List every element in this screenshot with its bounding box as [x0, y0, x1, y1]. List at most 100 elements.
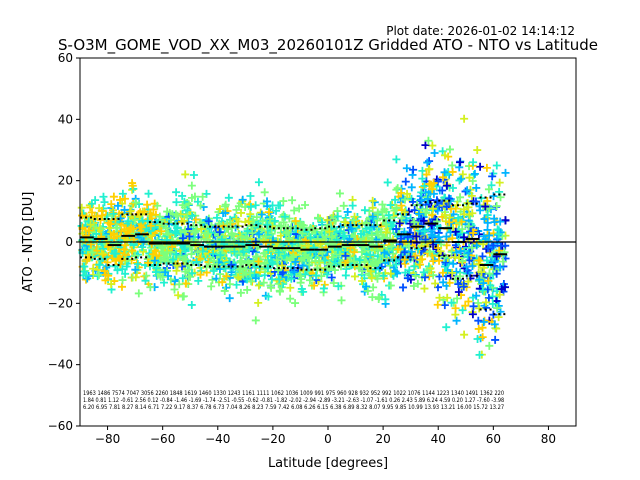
scatter-point	[126, 225, 135, 234]
scatter-point	[464, 249, 473, 258]
scatter-point	[472, 241, 481, 250]
scatter-point	[319, 284, 328, 293]
scatter-point	[347, 224, 356, 233]
scatter-point	[403, 189, 412, 198]
scatter-point	[442, 232, 451, 241]
scatter-point	[418, 174, 427, 183]
scatter-point	[104, 218, 113, 227]
scatter-point	[173, 211, 182, 220]
scatter-point	[451, 253, 460, 262]
scatter-point	[144, 258, 153, 267]
scatter-point	[478, 252, 487, 261]
scatter-point	[485, 341, 494, 350]
scatter-point	[323, 270, 332, 279]
scatter-point	[261, 232, 270, 241]
scatter-point	[448, 234, 457, 243]
scatter-point	[190, 192, 199, 201]
scatter-point	[275, 275, 284, 284]
scatter-point	[237, 232, 246, 241]
scatter-point	[357, 229, 366, 238]
scatter-point	[325, 227, 334, 236]
scatter-point	[492, 269, 501, 278]
scatter-point	[139, 247, 148, 256]
scatter-point	[232, 214, 241, 223]
scatter-point	[99, 192, 108, 201]
scatter-point	[459, 233, 468, 242]
scatter-point	[371, 258, 380, 267]
scatter-point	[355, 256, 364, 265]
scatter-point	[84, 226, 93, 235]
scatter-point	[488, 243, 497, 252]
scatter-point	[94, 270, 103, 279]
scatter-point	[382, 228, 391, 237]
scatter-point	[304, 241, 313, 250]
scatter-point	[259, 278, 268, 287]
scatter-point	[264, 292, 273, 301]
scatter-point	[418, 255, 427, 264]
scatter-point	[369, 283, 378, 292]
scatter-point	[337, 296, 346, 305]
scatter-point	[267, 251, 276, 260]
scatter-point	[279, 197, 288, 206]
scatter-point	[187, 181, 196, 190]
scatter-point	[461, 301, 470, 310]
scatter-point	[224, 193, 233, 202]
scatter-point	[465, 210, 474, 219]
scatter-point	[258, 217, 267, 226]
scatter-point	[464, 297, 473, 306]
scatter-point	[440, 211, 449, 220]
scatter-point	[440, 301, 449, 310]
scatter-point	[103, 258, 112, 267]
scatter-point	[198, 192, 207, 201]
scatter-point	[470, 169, 479, 178]
scatter-point	[251, 201, 260, 210]
scatter-point	[272, 256, 281, 265]
scatter-point	[397, 214, 406, 223]
scatter-point	[290, 206, 299, 215]
scatter-point	[263, 220, 272, 229]
scatter-point	[100, 198, 109, 207]
scatter-point	[110, 234, 119, 243]
scatter-point	[170, 221, 179, 230]
scatter-point	[350, 248, 359, 257]
scatter-point	[475, 275, 484, 284]
scatter-point	[411, 251, 420, 260]
scatter-point	[197, 224, 206, 233]
scatter-point	[459, 282, 468, 291]
scatter-point	[435, 293, 444, 302]
scatter-point	[143, 236, 152, 245]
scatter-point	[149, 205, 158, 214]
scatter-point	[363, 262, 372, 271]
scatter-point	[462, 262, 471, 271]
scatter-point	[123, 236, 132, 245]
scatter-point	[489, 270, 498, 279]
scatter-point	[251, 262, 260, 271]
scatter-point	[484, 276, 493, 285]
scatter-point	[297, 255, 306, 264]
scatter-point	[403, 274, 412, 283]
scatter-point	[350, 272, 359, 281]
scatter-point	[484, 237, 493, 246]
scatter-point	[161, 224, 170, 233]
scatter-point	[452, 248, 461, 257]
stats-count-row: 1963 1486 7574 7047 3056 2260 1848 1619 …	[83, 390, 504, 397]
scatter-point	[275, 286, 284, 295]
scatter-point	[82, 246, 91, 255]
scatter-point	[96, 216, 105, 225]
scatter-point	[98, 211, 107, 220]
scatter-point	[149, 250, 158, 259]
scatter-point	[168, 255, 177, 264]
scatter-point	[163, 248, 172, 257]
scatter-point	[360, 206, 369, 215]
scatter-point	[391, 267, 400, 276]
scatter-point	[146, 221, 155, 230]
scatter-point	[237, 256, 246, 265]
scatter-point	[420, 284, 429, 293]
scatter-point	[80, 262, 89, 271]
scatter-point	[488, 253, 497, 262]
scatter-point	[498, 257, 507, 266]
scatter-point	[494, 230, 503, 239]
scatter-point	[488, 292, 497, 301]
scatter-point	[445, 145, 454, 154]
scatter-point	[216, 251, 225, 260]
